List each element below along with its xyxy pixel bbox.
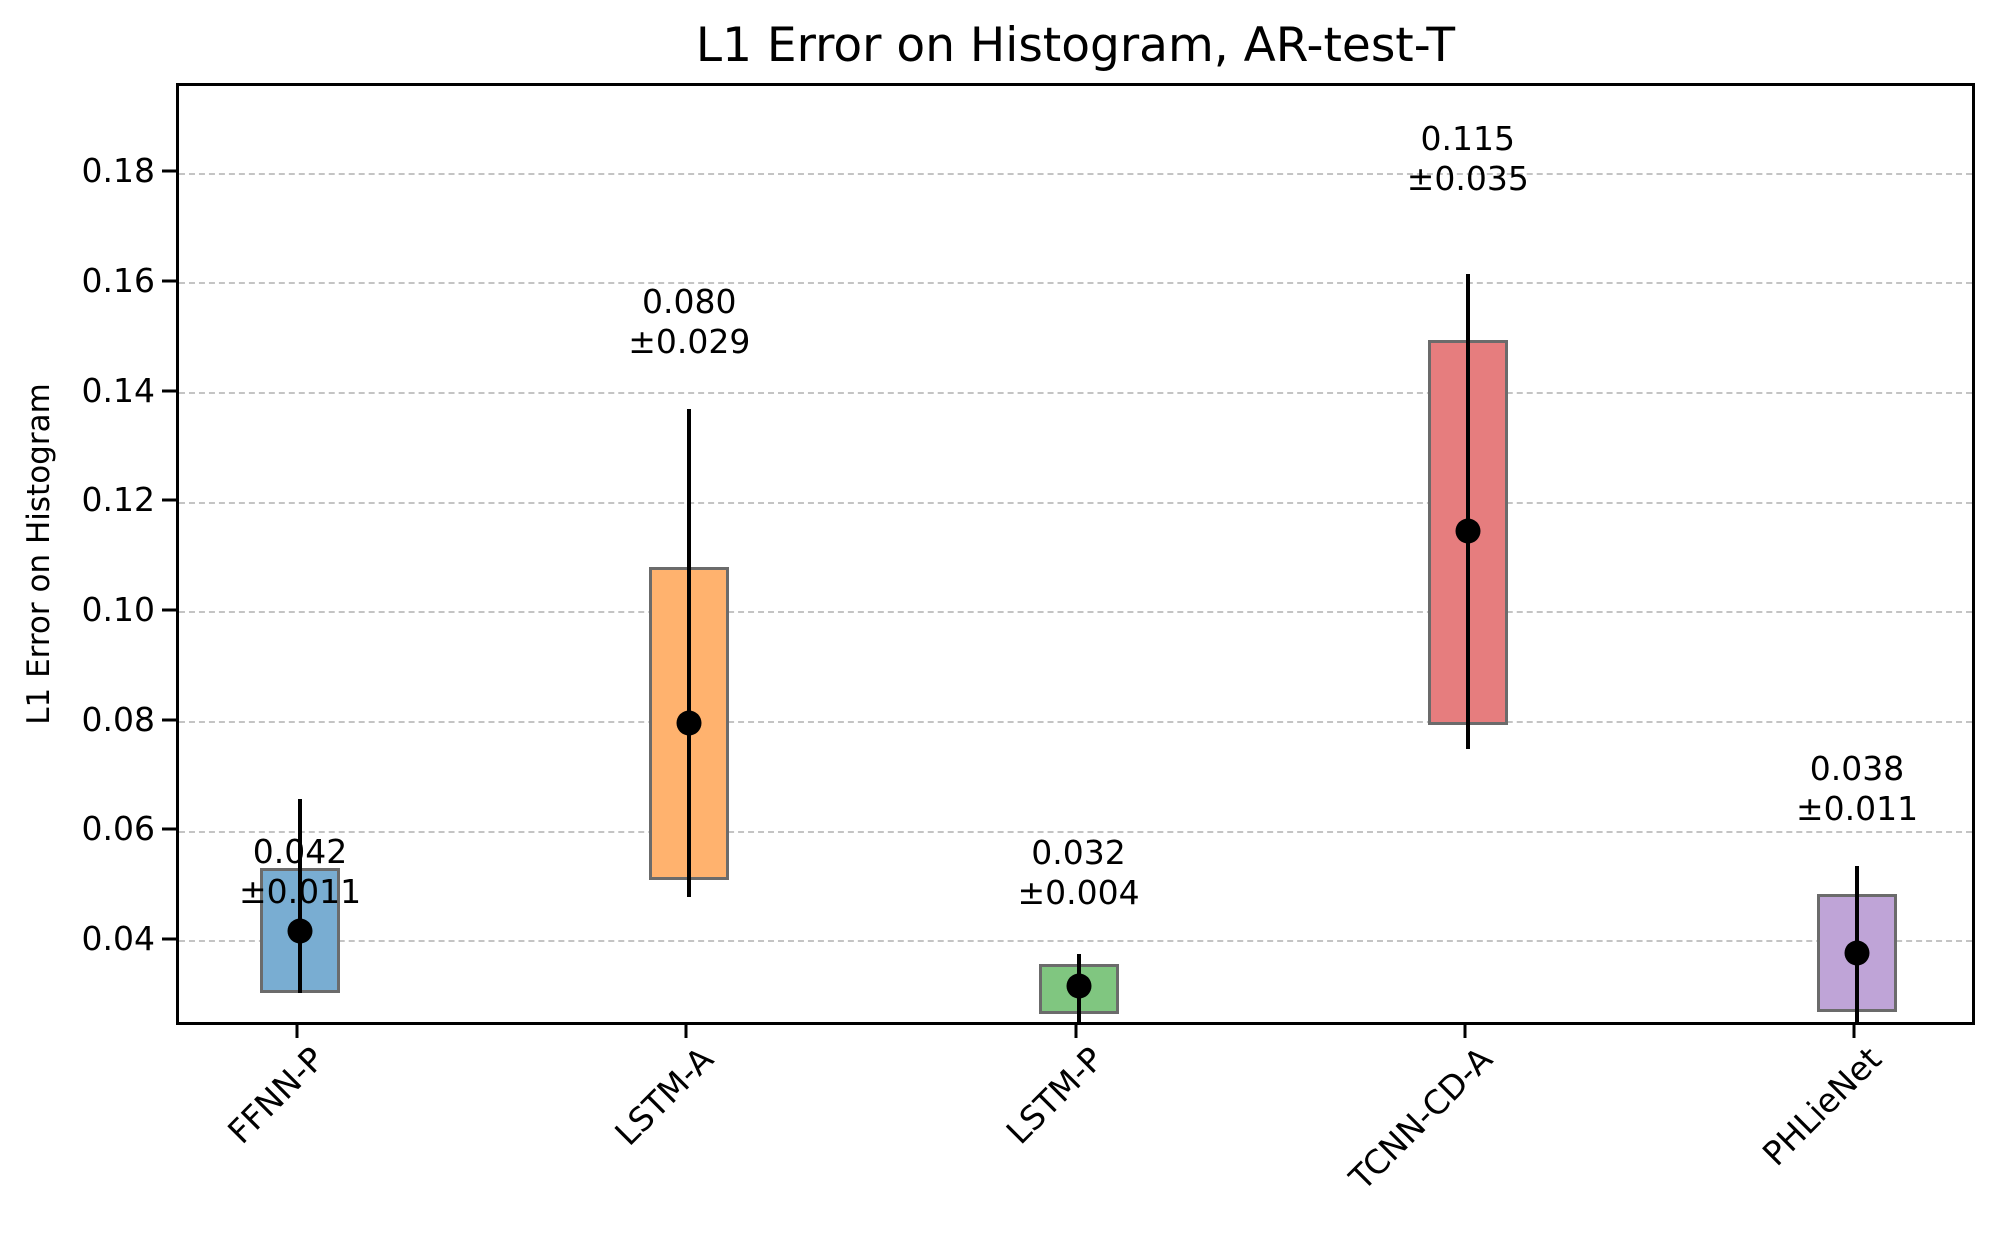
mean-label: 0.032 — [1031, 832, 1126, 872]
x-tick — [1852, 1025, 1856, 1038]
gridlines — [179, 86, 1972, 1022]
mean-label: 0.115 — [1420, 119, 1515, 159]
bars — [179, 86, 1972, 1022]
gridline — [179, 611, 1972, 614]
y-tick-label: 0.18 — [81, 151, 155, 191]
y-tick — [162, 937, 176, 941]
value-annotation: 0.038 ±0.011 — [1796, 749, 1918, 829]
x-tick-label-phlienet: PHLieNet — [1754, 1039, 1889, 1174]
std-label: ±0.011 — [238, 871, 362, 911]
mean-label: 0.038 — [1809, 749, 1905, 789]
x-tick — [295, 1025, 299, 1038]
gridline — [179, 392, 1972, 395]
value-annotation: 0.080 ±0.029 — [628, 282, 750, 362]
value-annotation: 0.042 ±0.011 — [239, 832, 361, 912]
y-tick-label: 0.10 — [81, 589, 155, 629]
y-tick — [162, 279, 176, 283]
y-tick-label: 0.06 — [81, 809, 155, 849]
y-tick — [162, 169, 176, 173]
x-tick-label-lstm-a: LSTM-A — [607, 1039, 722, 1153]
bar-annotations: 0.042 ±0.011 0.080 ±0.029 0.032 ±0.004 0.115 ±0… — [179, 86, 1972, 1022]
std-label: ±0.004 — [1017, 872, 1140, 912]
y-axis-label: L1 Error on Histogram — [21, 383, 57, 725]
x-tick-label-tcnn-cd-a: TCNN-CD-A — [1341, 1039, 1500, 1198]
x-tick-label-lstm-p: LSTM-P — [998, 1039, 1111, 1152]
y-tick-label: 0.08 — [81, 699, 155, 739]
x-tick — [1074, 1025, 1077, 1038]
x-tick — [1463, 1025, 1467, 1038]
value-annotation: 0.115 ±0.035 — [1407, 119, 1529, 199]
mean-marker — [1844, 940, 1870, 966]
std-label: ±0.035 — [1406, 159, 1529, 199]
mean-label: 0.042 — [252, 831, 348, 871]
gridline — [179, 282, 1972, 285]
std-label: ±0.011 — [1795, 789, 1919, 829]
x-tick-label-ffnn-p: FFNN-P — [220, 1039, 332, 1152]
y-tick — [162, 608, 176, 612]
gridline — [179, 940, 1972, 943]
y-tick-label: 0.16 — [81, 260, 155, 300]
error-bar — [1465, 274, 1470, 750]
error-bar — [687, 408, 692, 897]
std-label: ±0.029 — [628, 322, 751, 362]
value-annotation: 0.032 ±0.004 — [1017, 833, 1139, 913]
mean-marker — [1066, 973, 1091, 999]
mean-marker — [1455, 518, 1481, 544]
mean-label: 0.080 — [642, 282, 737, 322]
gridline — [179, 501, 1972, 504]
y-tick-label: 0.12 — [81, 480, 155, 520]
gridline — [179, 830, 1972, 833]
y-tick — [162, 498, 176, 502]
error-bar — [298, 799, 302, 993]
y-tick — [162, 718, 176, 722]
x-tick — [684, 1025, 688, 1038]
mean-marker — [287, 918, 313, 944]
plot-area: 0.042 ±0.011 0.080 ±0.029 0.032 ±0.004 0.115 ±0… — [176, 83, 1975, 1025]
y-tick — [162, 389, 176, 393]
y-tick-label: 0.14 — [81, 370, 155, 410]
chart-title: L1 Error on Histogram, AR-test-T — [695, 18, 1456, 73]
y-tick — [162, 827, 176, 831]
y-tick-label: 0.04 — [81, 918, 155, 958]
mean-marker — [676, 710, 702, 736]
gridline — [179, 721, 1972, 724]
gridline — [179, 172, 1972, 175]
